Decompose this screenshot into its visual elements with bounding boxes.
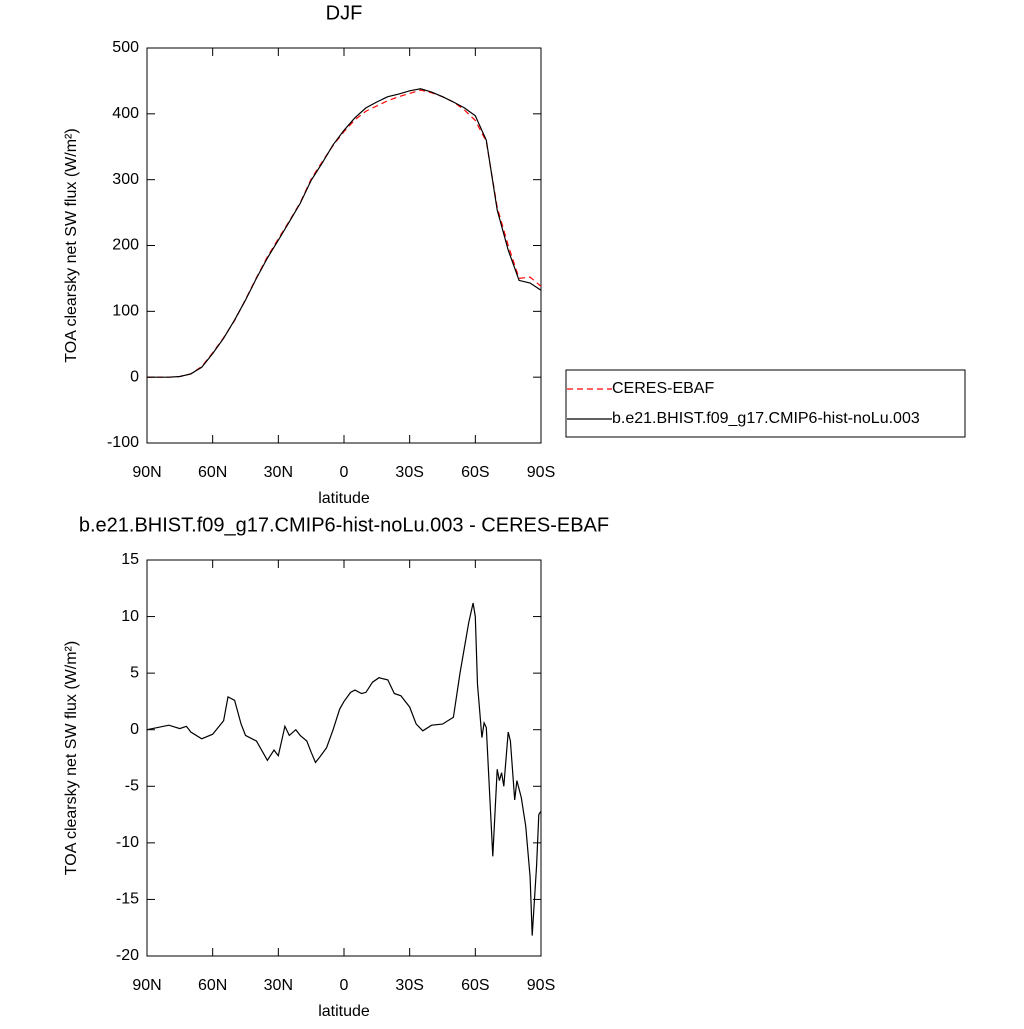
x-tick-label: 60S [461, 464, 489, 481]
x-tick-label: 90S [527, 464, 555, 481]
x-tick-label: 30S [395, 977, 423, 994]
x-axis-label: latitude [318, 1003, 370, 1020]
y-tick-label: 500 [112, 39, 139, 56]
y-tick-label: 0 [130, 368, 139, 385]
x-tick-label: 90S [527, 977, 555, 994]
y-tick-label: 0 [130, 721, 139, 738]
y-tick-label: 200 [112, 237, 139, 254]
y-tick-label: 300 [112, 171, 139, 188]
y-tick-label: -100 [107, 434, 139, 451]
x-tick-label: 0 [340, 977, 349, 994]
y-tick-label: -20 [116, 947, 139, 964]
x-tick-label: 0 [340, 464, 349, 481]
y-tick-label: 15 [121, 551, 139, 568]
legend-label: b.e21.BHIST.f09_g17.CMIP6-hist-noLu.003 [612, 410, 920, 427]
plot-frame [146, 559, 542, 957]
y-tick-label: 100 [112, 303, 139, 320]
plot-frame [146, 47, 542, 444]
legend-box [565, 369, 966, 438]
y-tick-label: 400 [112, 105, 139, 122]
data-line [147, 89, 542, 378]
y-axis-label: TOA clearsky net SW flux (W/m²) [63, 128, 80, 362]
y-tick-label: -10 [116, 834, 139, 851]
legend-label: CERES-EBAF [612, 380, 714, 397]
y-tick-label: -5 [125, 778, 139, 795]
x-tick-label: 30S [395, 464, 423, 481]
x-tick-label: 60N [198, 977, 227, 994]
chart-title: b.e21.BHIST.f09_g17.CMIP6-hist-noLu.003 … [79, 514, 609, 536]
x-tick-label: 90N [132, 977, 161, 994]
y-tick-label: 5 [130, 664, 139, 681]
data-line [146, 602, 542, 936]
x-tick-label: 30N [264, 464, 293, 481]
data-line [147, 88, 542, 378]
x-tick-label: 30N [264, 977, 293, 994]
y-tick-label: 10 [121, 608, 139, 625]
y-tick-label: -15 [116, 891, 139, 908]
x-axis-label: latitude [318, 490, 370, 507]
x-tick-label: 90N [132, 464, 161, 481]
x-tick-label: 60N [198, 464, 227, 481]
chart-title: DJF [326, 2, 363, 24]
y-axis-label: TOA clearsky net SW flux (W/m²) [63, 641, 80, 875]
x-tick-label: 60S [461, 977, 489, 994]
